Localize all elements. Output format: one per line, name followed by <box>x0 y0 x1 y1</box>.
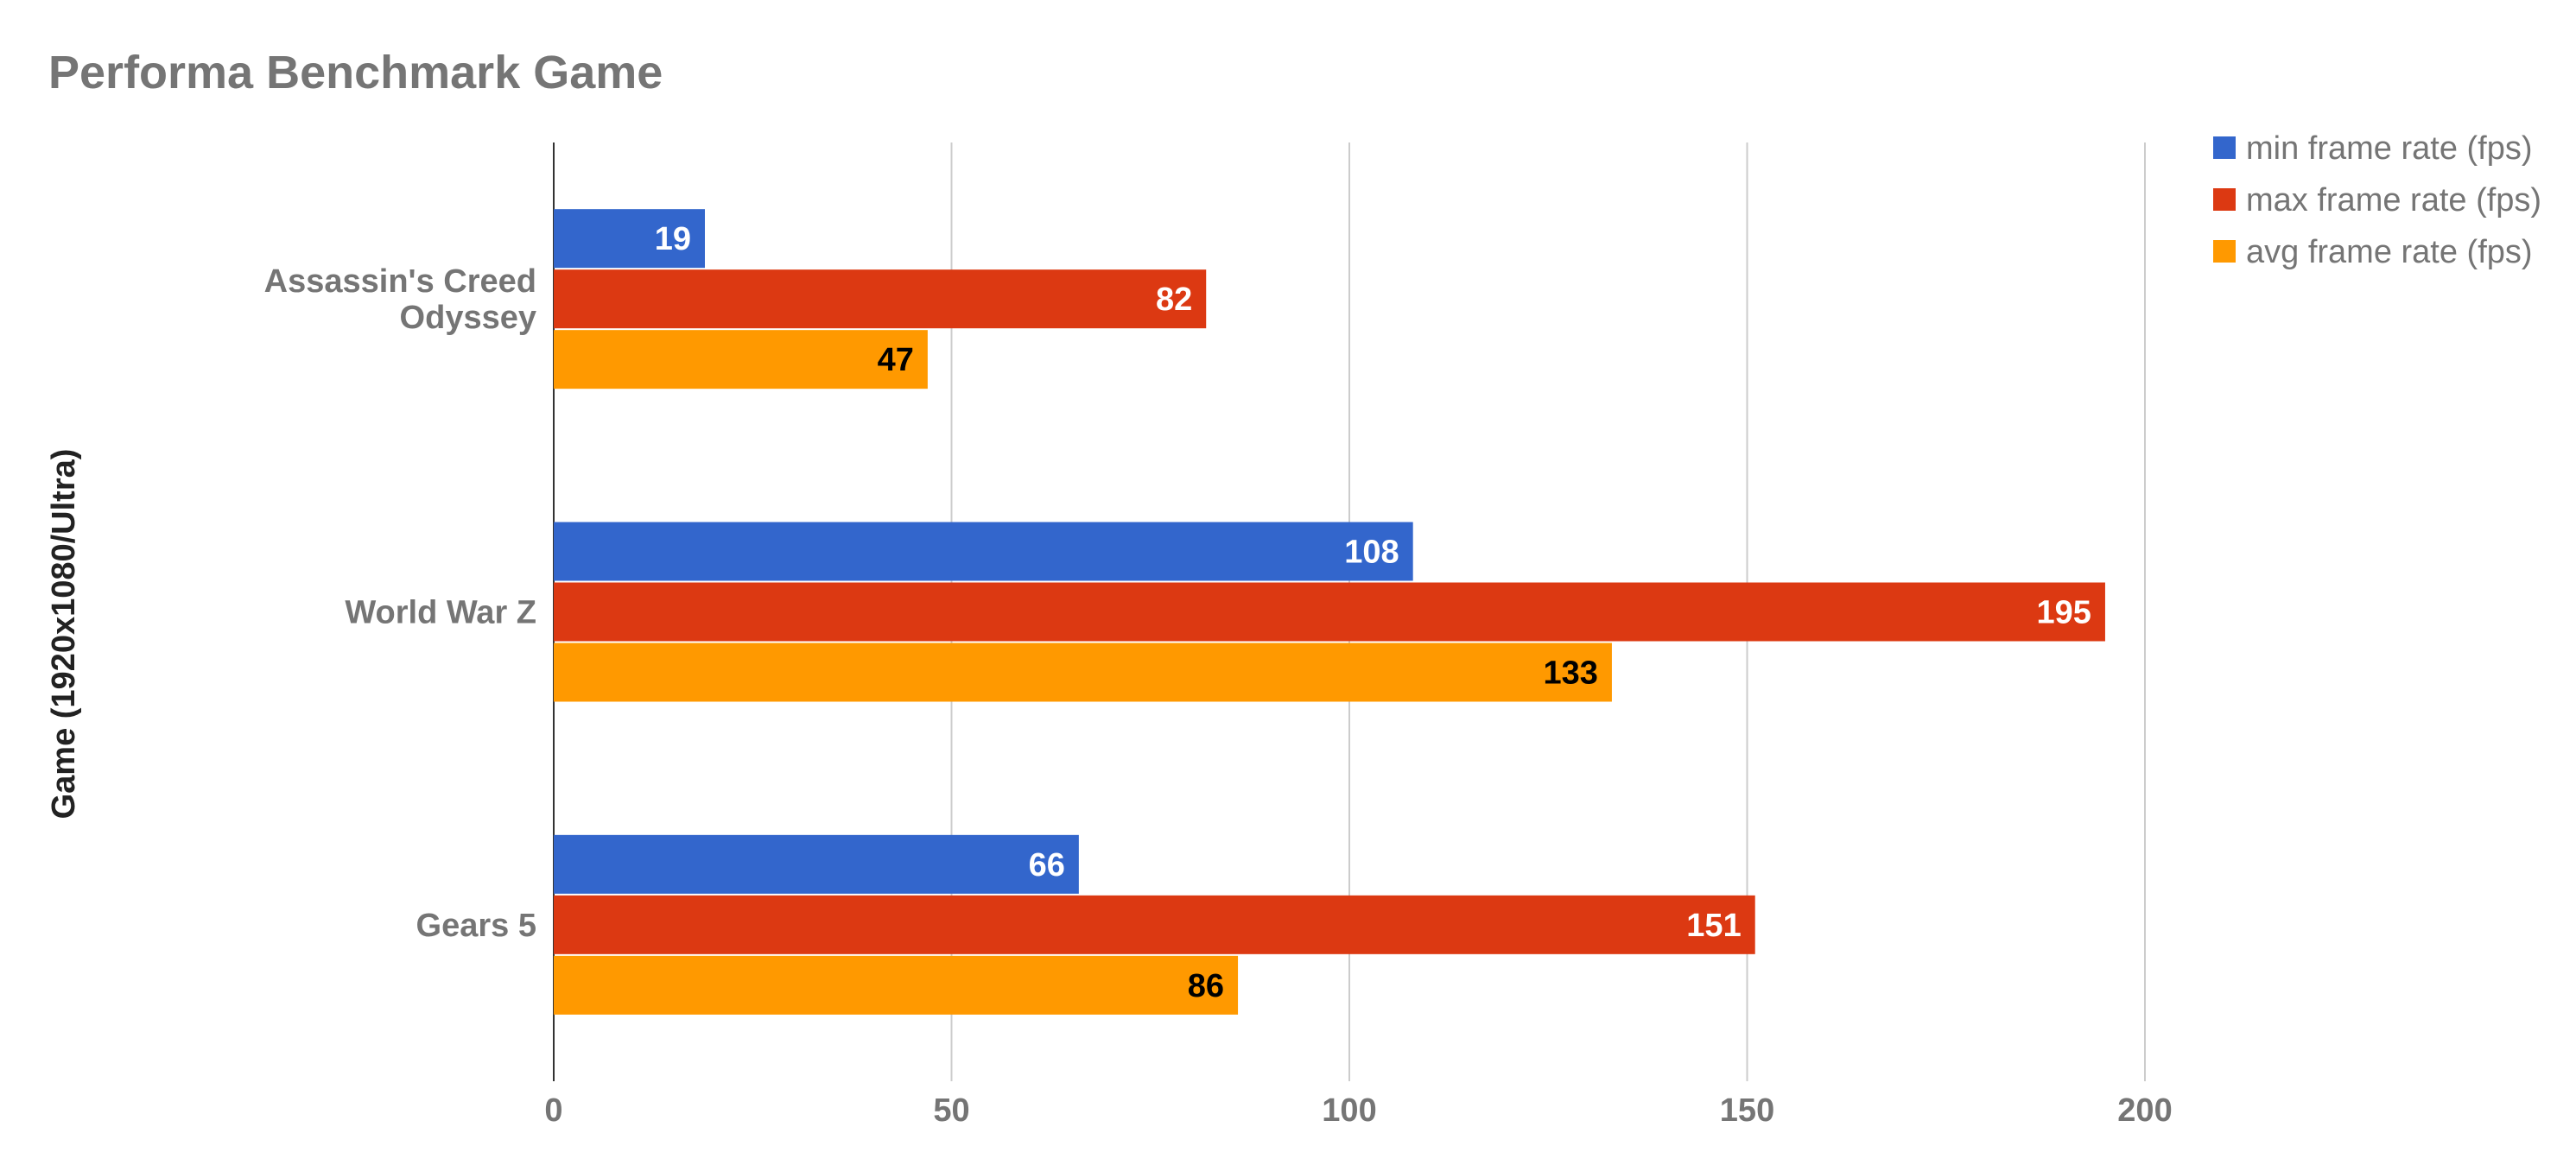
bar <box>554 269 1207 329</box>
bars <box>554 209 2105 1015</box>
data-label: 133 <box>1544 655 1598 692</box>
bar <box>554 209 705 269</box>
y-axis-title: Game (1920x1080/Ultra) <box>46 449 82 820</box>
category-label: Gears 5 <box>416 908 536 944</box>
x-tick-label: 50 <box>933 1092 969 1129</box>
category-label: World War Z <box>345 595 536 631</box>
data-label: 108 <box>1344 535 1399 571</box>
bar <box>554 834 1079 894</box>
legend-entry: max frame rate (fps) <box>2246 182 2541 218</box>
data-label: 66 <box>1029 847 1065 883</box>
legend-swatch <box>2213 240 2236 263</box>
category-labels: Assassin's Creed Odyssey World War Z Gears … <box>264 263 536 944</box>
data-label: 82 <box>1156 282 1192 318</box>
bar <box>554 582 2105 642</box>
data-label: 195 <box>2037 595 2091 631</box>
data-label: 47 <box>878 342 914 378</box>
legend-entry: min frame rate (fps) <box>2246 130 2533 167</box>
x-tick-label: 0 <box>544 1092 562 1129</box>
data-label: 86 <box>1188 968 1224 1004</box>
data-labels: 19 82 47 108 195 133 66 151 86 <box>655 221 2091 1004</box>
bar <box>554 643 1612 702</box>
category-label: Assassin's Creed Odyssey <box>264 263 536 336</box>
chart-title: Performa Benchmark Game <box>48 47 663 98</box>
legend-entry: avg frame rate (fps) <box>2246 234 2533 270</box>
x-axis-ticks: 0 50 100 150 200 <box>544 1092 2172 1129</box>
bar <box>554 895 1755 954</box>
bar <box>554 955 1239 1015</box>
bar <box>554 330 928 389</box>
legend: min frame rate (fps) max frame rate (fps)… <box>2213 130 2541 270</box>
x-tick-label: 100 <box>1322 1092 1376 1129</box>
data-label: 151 <box>1686 908 1741 944</box>
bar <box>554 522 1413 581</box>
x-tick-label: 200 <box>2117 1092 2172 1129</box>
legend-swatch <box>2213 136 2236 159</box>
legend-swatch <box>2213 188 2236 211</box>
x-tick-label: 150 <box>1720 1092 1774 1129</box>
data-label: 19 <box>655 221 691 257</box>
